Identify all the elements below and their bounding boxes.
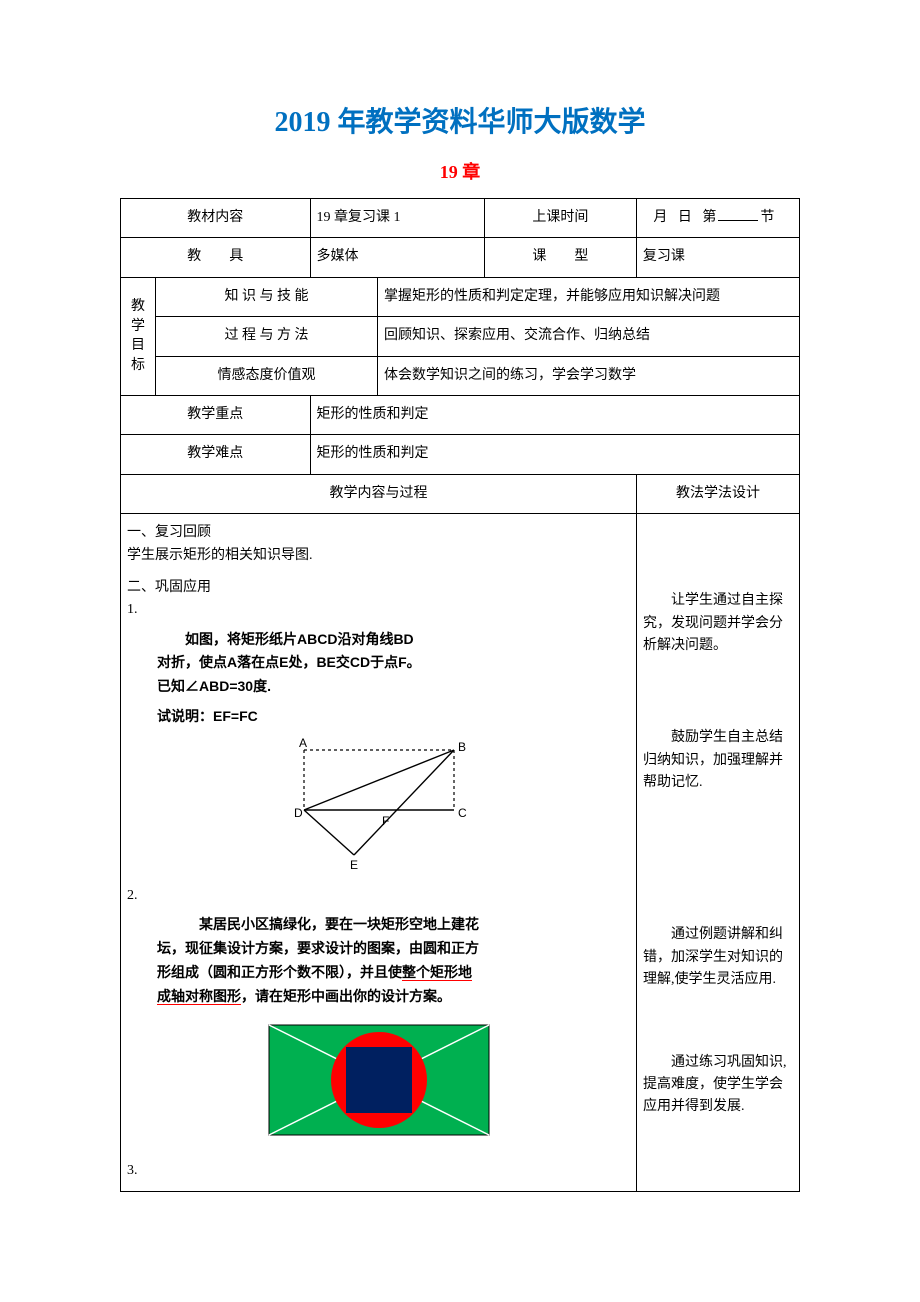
problem2-l2: 坛，现征集设计方案，要求设计的图案，由圆和正方	[157, 937, 620, 961]
period-blank	[718, 220, 758, 221]
notes-spacer-3	[643, 992, 793, 1052]
content-left-cell: 一、复习回顾 学生展示矩形的相关知识导图. 二、巩固应用 1. 如图，将矩形纸片…	[121, 514, 637, 1192]
problem2-l1-text: 某居民小区搞绿化，要在一块矩形空地上建花	[199, 916, 479, 932]
lesson-plan-table: 教材内容 19 章复习课 1 上课时间 月 日 第 节 教 具 多媒体 课 型 复…	[120, 198, 800, 1192]
label-class-time: 上课时间	[484, 199, 636, 238]
section1-title: 一、复习回顾	[127, 522, 630, 544]
objective-value-3: 体会数学知识之间的练习，学会学习数学	[378, 356, 800, 395]
spacer	[127, 567, 630, 577]
objective-row-3: 情感态度价值观 体会数学知识之间的练习，学会学习数学	[121, 356, 800, 395]
section2-title: 二、巩固应用	[127, 577, 630, 599]
problem2-l4a: 成轴对称图形	[157, 988, 241, 1005]
meta-row-2: 教 具 多媒体 课 型 复习课	[121, 238, 800, 277]
problem1-l2: 对折，使点A落在点E处，BE交CD于点F。	[157, 651, 620, 675]
label-A: A	[299, 736, 307, 750]
label-D: D	[294, 806, 303, 820]
objective-value-1: 掌握矩形的性质和判定定理，并能够应用知识解决问题	[378, 277, 800, 316]
design-diagram	[264, 1020, 494, 1140]
section1-body: 学生展示矩形的相关知识导图.	[127, 545, 630, 567]
problem2-l3: 形组成（圆和正方形个数不限），并且使整个矩形地	[157, 961, 620, 985]
content-header-left: 教学内容与过程	[121, 474, 637, 513]
note-1: 让学生通过自主探究，发现问题并学会分析解决问题。	[643, 590, 793, 657]
label-B: B	[458, 740, 466, 754]
key-row: 教学重点 矩形的性质和判定	[121, 395, 800, 434]
problem2-l1: 某居民小区搞绿化，要在一块矩形空地上建花	[157, 913, 620, 937]
notes-spacer-1	[643, 657, 793, 727]
geometry-diagram: A B C D E F	[274, 735, 484, 875]
problem2-l4b: ，请在矩形中画出你的设计方案。	[241, 988, 451, 1004]
value-tool: 多媒体	[310, 238, 484, 277]
value-class-time: 月 日 第节	[636, 199, 799, 238]
content-header-right: 教法学法设计	[637, 474, 800, 513]
problem1-l3: 已知∠ABD=30度.	[157, 675, 620, 699]
label-E: E	[350, 858, 358, 872]
problem2-l4: 成轴对称图形，请在矩形中画出你的设计方案。	[157, 985, 620, 1009]
objective-value-2: 回顾知识、探索应用、交流合作、归纳总结	[378, 317, 800, 356]
objective-row-2: 过 程 与 方 法 回顾知识、探索应用、交流合作、归纳总结	[121, 317, 800, 356]
problem1-l4: 试说明：EF=FC	[157, 705, 620, 729]
value-class-type: 复习课	[636, 238, 799, 277]
page-title: 2019 年教学资料华师大版数学	[120, 100, 800, 140]
period-suffix: 节	[760, 210, 774, 225]
problem2-l3b: 整个矩形地	[402, 964, 472, 981]
item2-num: 2.	[127, 885, 630, 907]
key-value: 矩形的性质和判定	[310, 395, 800, 434]
objective-label-2: 过 程 与 方 法	[156, 317, 378, 356]
objective-label-3: 情感态度价值观	[156, 356, 378, 395]
content-row: 一、复习回顾 学生展示矩形的相关知识导图. 二、巩固应用 1. 如图，将矩形纸片…	[121, 514, 800, 1192]
note-4: 通过练习巩固知识,提高难度，使学生学会应用并得到发展.	[643, 1052, 793, 1119]
item1-num: 1.	[127, 599, 630, 621]
difficulty-row: 教学难点 矩形的性质和判定	[121, 435, 800, 474]
objective-row-1: 教学目标 知 识 与 技 能 掌握矩形的性质和判定定理，并能够应用知识解决问题	[121, 277, 800, 316]
chapter-number: 19 章	[120, 158, 800, 184]
label-material: 教材内容	[121, 199, 311, 238]
value-material: 19 章复习课 1	[310, 199, 484, 238]
key-label: 教学重点	[121, 395, 311, 434]
label-tool: 教 具	[121, 238, 311, 277]
notes-spacer-2	[643, 794, 793, 924]
problem2: 某居民小区搞绿化，要在一块矩形空地上建花 坛，现征集设计方案，要求设计的图案，由…	[157, 913, 620, 1008]
objective-label-1: 知 识 与 技 能	[156, 277, 378, 316]
meta-row-1: 教材内容 19 章复习课 1 上课时间 月 日 第 节	[121, 199, 800, 238]
problem2-l3a: 形组成（圆和正方形个数不限），并且使	[157, 964, 402, 980]
day-label: 日	[678, 210, 692, 225]
difficulty-value: 矩形的性质和判定	[310, 435, 800, 474]
problem1: 如图，将矩形纸片ABCD沿对角线BD 对折，使点A落在点E处，BE交CD于点F。…	[157, 628, 620, 729]
note-3: 通过例题讲解和纠错，加深学生对知识的理解,使学生灵活应用.	[643, 924, 793, 991]
objectives-side-label: 教学目标	[121, 277, 156, 395]
period-prefix: 第	[702, 210, 716, 225]
difficulty-label: 教学难点	[121, 435, 311, 474]
note-2: 鼓励学生自主总结归纳知识，加强理解并帮助记忆.	[643, 727, 793, 794]
problem1-l1: 如图，将矩形纸片ABCD沿对角线BD	[157, 628, 620, 652]
label-class-type: 课 型	[484, 238, 636, 277]
content-header-row: 教学内容与过程 教法学法设计	[121, 474, 800, 513]
content-right-cell: 让学生通过自主探究，发现问题并学会分析解决问题。 鼓励学生自主总结归纳知识，加强…	[637, 514, 800, 1192]
item3-num: 3.	[127, 1160, 630, 1182]
label-F: F	[382, 814, 389, 828]
label-C: C	[458, 806, 467, 820]
month-label: 月	[653, 210, 667, 225]
